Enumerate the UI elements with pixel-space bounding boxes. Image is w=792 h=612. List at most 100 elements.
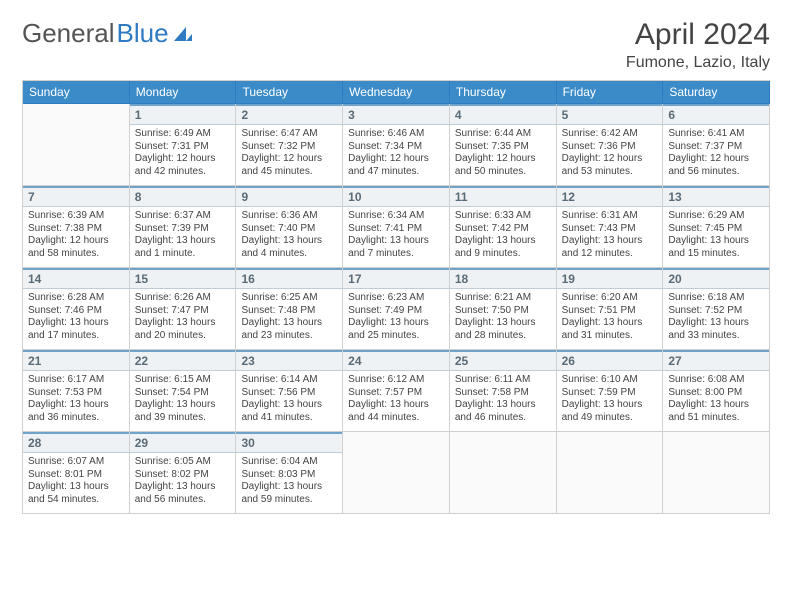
day-body: Sunrise: 6:49 AMSunset: 7:31 PMDaylight:… — [130, 125, 236, 183]
brand-logo: GeneralBlue — [22, 18, 193, 49]
month-title: April 2024 — [626, 18, 770, 52]
day-number: 28 — [23, 432, 129, 453]
day-number: 12 — [557, 186, 663, 207]
day-cell: 15Sunrise: 6:26 AMSunset: 7:47 PMDayligh… — [130, 268, 237, 350]
day-number: 27 — [663, 350, 769, 371]
day-cell: 27Sunrise: 6:08 AMSunset: 8:00 PMDayligh… — [663, 350, 770, 432]
day-number: 24 — [343, 350, 449, 371]
weekday-header: Sunday — [23, 81, 130, 104]
day-number: 11 — [450, 186, 556, 207]
day-number: 7 — [23, 186, 129, 207]
day-body: Sunrise: 6:10 AMSunset: 7:59 PMDaylight:… — [557, 371, 663, 429]
day-cell: .. — [23, 104, 130, 186]
day-cell: 14Sunrise: 6:28 AMSunset: 7:46 PMDayligh… — [23, 268, 130, 350]
header: GeneralBlue April 2024 Fumone, Lazio, It… — [22, 18, 770, 72]
day-body: Sunrise: 6:34 AMSunset: 7:41 PMDaylight:… — [343, 207, 449, 265]
day-body: Sunrise: 6:33 AMSunset: 7:42 PMDaylight:… — [450, 207, 556, 265]
day-number: 22 — [130, 350, 236, 371]
day-cell: 18Sunrise: 6:21 AMSunset: 7:50 PMDayligh… — [450, 268, 557, 350]
day-cell: 17Sunrise: 6:23 AMSunset: 7:49 PMDayligh… — [343, 268, 450, 350]
day-cell: 7Sunrise: 6:39 AMSunset: 7:38 PMDaylight… — [23, 186, 130, 268]
day-cell: 6Sunrise: 6:41 AMSunset: 7:37 PMDaylight… — [663, 104, 770, 186]
day-cell: .. — [557, 432, 664, 514]
day-body: Sunrise: 6:46 AMSunset: 7:34 PMDaylight:… — [343, 125, 449, 183]
weekday-header: Saturday — [663, 81, 770, 104]
day-cell: 9Sunrise: 6:36 AMSunset: 7:40 PMDaylight… — [236, 186, 343, 268]
day-body: Sunrise: 6:07 AMSunset: 8:01 PMDaylight:… — [23, 453, 129, 511]
day-cell: 13Sunrise: 6:29 AMSunset: 7:45 PMDayligh… — [663, 186, 770, 268]
brand-triangle-icon — [173, 24, 193, 44]
weekday-header: Thursday — [450, 81, 557, 104]
day-cell: 28Sunrise: 6:07 AMSunset: 8:01 PMDayligh… — [23, 432, 130, 514]
day-cell: 25Sunrise: 6:11 AMSunset: 7:58 PMDayligh… — [450, 350, 557, 432]
day-body: Sunrise: 6:05 AMSunset: 8:02 PMDaylight:… — [130, 453, 236, 511]
day-body: Sunrise: 6:25 AMSunset: 7:48 PMDaylight:… — [236, 289, 342, 347]
weekday-header: Wednesday — [343, 81, 450, 104]
day-cell: 24Sunrise: 6:12 AMSunset: 7:57 PMDayligh… — [343, 350, 450, 432]
day-number: 16 — [236, 268, 342, 289]
day-number: 13 — [663, 186, 769, 207]
day-number: 30 — [236, 432, 342, 453]
weekday-header: Tuesday — [236, 81, 343, 104]
title-block: April 2024 Fumone, Lazio, Italy — [626, 18, 770, 72]
day-cell: .. — [663, 432, 770, 514]
day-body: Sunrise: 6:37 AMSunset: 7:39 PMDaylight:… — [130, 207, 236, 265]
day-number: 2 — [236, 104, 342, 125]
day-body: Sunrise: 6:26 AMSunset: 7:47 PMDaylight:… — [130, 289, 236, 347]
day-number: 14 — [23, 268, 129, 289]
day-body: Sunrise: 6:20 AMSunset: 7:51 PMDaylight:… — [557, 289, 663, 347]
day-body: Sunrise: 6:28 AMSunset: 7:46 PMDaylight:… — [23, 289, 129, 347]
day-number: 3 — [343, 104, 449, 125]
day-cell: 21Sunrise: 6:17 AMSunset: 7:53 PMDayligh… — [23, 350, 130, 432]
day-number: 5 — [557, 104, 663, 125]
day-number: 4 — [450, 104, 556, 125]
day-cell: 22Sunrise: 6:15 AMSunset: 7:54 PMDayligh… — [130, 350, 237, 432]
day-number: 25 — [450, 350, 556, 371]
day-number: 10 — [343, 186, 449, 207]
weekday-header: Monday — [130, 81, 237, 104]
day-body: Sunrise: 6:18 AMSunset: 7:52 PMDaylight:… — [663, 289, 769, 347]
day-body: Sunrise: 6:44 AMSunset: 7:35 PMDaylight:… — [450, 125, 556, 183]
day-cell: 30Sunrise: 6:04 AMSunset: 8:03 PMDayligh… — [236, 432, 343, 514]
day-cell: 12Sunrise: 6:31 AMSunset: 7:43 PMDayligh… — [557, 186, 664, 268]
day-cell: 26Sunrise: 6:10 AMSunset: 7:59 PMDayligh… — [557, 350, 664, 432]
day-cell: 4Sunrise: 6:44 AMSunset: 7:35 PMDaylight… — [450, 104, 557, 186]
day-number: 21 — [23, 350, 129, 371]
day-body: Sunrise: 6:12 AMSunset: 7:57 PMDaylight:… — [343, 371, 449, 429]
day-number: 26 — [557, 350, 663, 371]
day-cell: 19Sunrise: 6:20 AMSunset: 7:51 PMDayligh… — [557, 268, 664, 350]
day-cell: 16Sunrise: 6:25 AMSunset: 7:48 PMDayligh… — [236, 268, 343, 350]
day-number: 9 — [236, 186, 342, 207]
day-number: 6 — [663, 104, 769, 125]
day-cell: 29Sunrise: 6:05 AMSunset: 8:02 PMDayligh… — [130, 432, 237, 514]
brand-part1: General — [22, 18, 115, 49]
day-number: 15 — [130, 268, 236, 289]
day-cell: 10Sunrise: 6:34 AMSunset: 7:41 PMDayligh… — [343, 186, 450, 268]
day-cell: 1Sunrise: 6:49 AMSunset: 7:31 PMDaylight… — [130, 104, 237, 186]
day-cell: .. — [450, 432, 557, 514]
day-body: Sunrise: 6:11 AMSunset: 7:58 PMDaylight:… — [450, 371, 556, 429]
day-body: Sunrise: 6:21 AMSunset: 7:50 PMDaylight:… — [450, 289, 556, 347]
day-number: 18 — [450, 268, 556, 289]
day-cell: 3Sunrise: 6:46 AMSunset: 7:34 PMDaylight… — [343, 104, 450, 186]
day-cell: 2Sunrise: 6:47 AMSunset: 7:32 PMDaylight… — [236, 104, 343, 186]
weekday-header: Friday — [557, 81, 664, 104]
day-body: Sunrise: 6:36 AMSunset: 7:40 PMDaylight:… — [236, 207, 342, 265]
day-body: Sunrise: 6:08 AMSunset: 8:00 PMDaylight:… — [663, 371, 769, 429]
day-body: Sunrise: 6:15 AMSunset: 7:54 PMDaylight:… — [130, 371, 236, 429]
day-cell: 8Sunrise: 6:37 AMSunset: 7:39 PMDaylight… — [130, 186, 237, 268]
day-body: Sunrise: 6:29 AMSunset: 7:45 PMDaylight:… — [663, 207, 769, 265]
day-body: Sunrise: 6:23 AMSunset: 7:49 PMDaylight:… — [343, 289, 449, 347]
day-number: 17 — [343, 268, 449, 289]
day-number: 20 — [663, 268, 769, 289]
day-cell: 23Sunrise: 6:14 AMSunset: 7:56 PMDayligh… — [236, 350, 343, 432]
day-number: 1 — [130, 104, 236, 125]
location: Fumone, Lazio, Italy — [626, 54, 770, 72]
day-cell: 11Sunrise: 6:33 AMSunset: 7:42 PMDayligh… — [450, 186, 557, 268]
day-number: 23 — [236, 350, 342, 371]
day-body: Sunrise: 6:14 AMSunset: 7:56 PMDaylight:… — [236, 371, 342, 429]
day-body: Sunrise: 6:47 AMSunset: 7:32 PMDaylight:… — [236, 125, 342, 183]
day-cell: .. — [343, 432, 450, 514]
day-number: 29 — [130, 432, 236, 453]
calendar-grid: SundayMondayTuesdayWednesdayThursdayFrid… — [22, 80, 770, 514]
